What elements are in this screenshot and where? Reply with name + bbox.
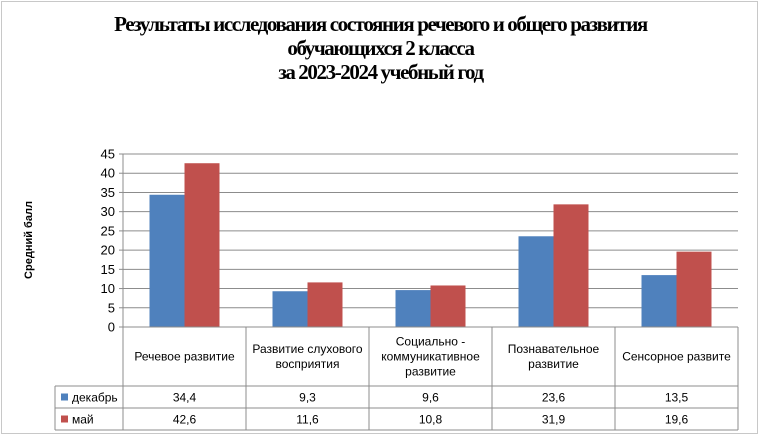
y-tick-label: 30 (101, 204, 115, 219)
y-tick-label: 0 (108, 320, 115, 335)
chart-title-line-1: Результаты исследования состояния речево… (114, 12, 648, 36)
bar-май-5 (676, 251, 712, 327)
bar-май-3 (430, 285, 466, 327)
category-label: Речевое развитие (134, 350, 235, 364)
bar-декабрь-1 (149, 194, 185, 327)
data-label: 19,6 (665, 413, 689, 427)
y-tick-label: 35 (101, 185, 115, 200)
bar-декабрь-5 (641, 275, 677, 327)
bar-май-2 (307, 282, 343, 327)
category-label: Социально - (396, 335, 465, 349)
chart-title: Результаты исследования состояния речево… (0, 12, 761, 84)
data-label: 13,5 (665, 391, 689, 405)
data-label: 9,6 (422, 391, 439, 405)
category-label: коммуникативное (381, 350, 480, 364)
legend-key-май (61, 415, 68, 423)
y-tick-label: 25 (101, 223, 115, 238)
y-tick-label: 40 (101, 166, 115, 181)
data-label: 23,6 (542, 391, 566, 405)
legend-label-май: май (72, 413, 94, 427)
y-tick-label: 20 (101, 243, 115, 258)
bar-май-4 (553, 204, 589, 327)
bar-май-1 (184, 163, 220, 327)
y-tick-label: 10 (101, 281, 115, 296)
category-label: Познавательное (508, 342, 600, 356)
y-tick-label: 15 (101, 262, 115, 277)
category-label: Развитие слухового (252, 342, 363, 356)
data-label: 34,4 (173, 391, 197, 405)
chart-title-line-3: за 2023-2024 учебный год (278, 60, 484, 84)
legend-label-декабрь: декабрь (72, 391, 118, 405)
chart-title-line-2: обучающихся 2 класса (287, 36, 475, 60)
data-label: 9,3 (299, 391, 316, 405)
bar-декабрь-2 (272, 291, 308, 327)
y-tick-label: 45 (101, 147, 115, 162)
category-label: развитие (528, 357, 579, 371)
category-label: восприятия (276, 357, 340, 371)
legend-key-декабрь (61, 393, 68, 401)
y-tick-label: 5 (108, 300, 115, 315)
data-label: 10,8 (419, 413, 443, 427)
data-label: 42,6 (173, 413, 197, 427)
data-label: 31,9 (542, 413, 566, 427)
category-label: развитие (405, 365, 456, 379)
data-label: 11,6 (296, 413, 319, 427)
bar-декабрь-3 (395, 290, 431, 327)
category-label: Сенсорное развите (622, 350, 731, 364)
bar-декабрь-4 (518, 236, 554, 327)
